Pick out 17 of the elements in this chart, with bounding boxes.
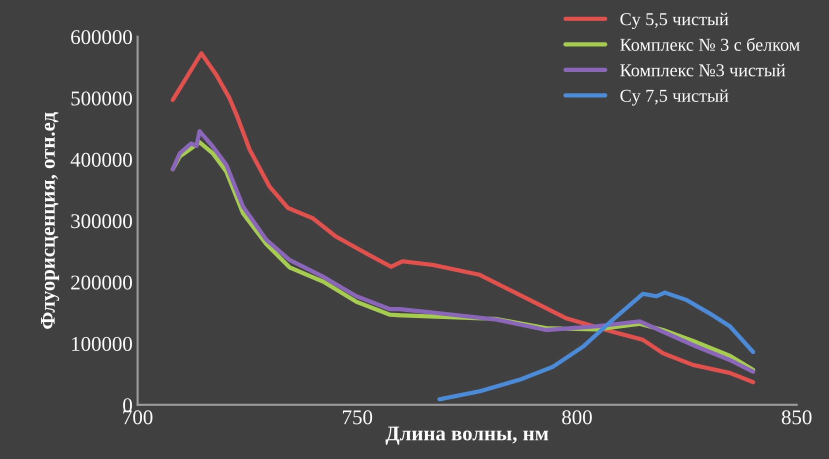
legend-label: Комплекс № 3 с белком (620, 38, 800, 51)
legend-label: Cy 7,5 чистый (620, 89, 728, 106)
y-tick-label: 400000 (70, 152, 132, 167)
y-tick-label: 600000 (71, 30, 132, 44)
legend-label: Комплекс №3 чистый (620, 64, 786, 76)
line-series (437, 290, 756, 402)
y-tick-label: 200000 (71, 276, 132, 290)
x-tick-label: 850 (782, 410, 812, 424)
x-tick-label: 800 (562, 410, 592, 424)
y-tick-label: 100000 (72, 336, 132, 351)
y-tick-label: 300000 (71, 214, 132, 228)
x-tick-label: 750 (343, 410, 372, 424)
legend-label: Cy 5,5 чистый (620, 12, 728, 30)
y-axis-title: Флуорисценция, отн.ед (41, 112, 60, 329)
x-axis-title: Длина волны, нм (386, 426, 548, 445)
y-tick-label: 500000 (71, 91, 132, 106)
x-tick-label: 700 (123, 410, 152, 424)
